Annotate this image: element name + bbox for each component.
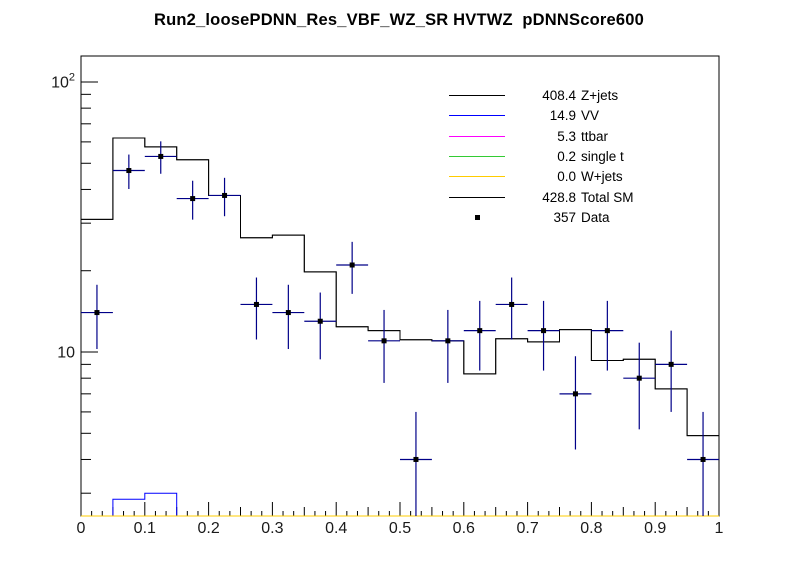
legend-line-icon xyxy=(449,176,506,178)
data-marker xyxy=(158,153,164,159)
x-tick-label: 1 xyxy=(715,520,724,537)
data-marker xyxy=(317,318,323,324)
legend-row: 408.4 Z+jets xyxy=(449,85,729,105)
data-point xyxy=(272,284,305,350)
legend-row: 0.0 W+jets xyxy=(449,167,729,187)
data-marker xyxy=(126,168,132,174)
data-marker xyxy=(572,391,578,397)
plot-title: Run2_loosePDNN_Res_VBF_WZ_SR HVTWZ pDNNS… xyxy=(153,11,645,29)
legend-line-icon xyxy=(449,115,506,117)
data-point xyxy=(400,411,432,516)
data-point xyxy=(208,177,241,217)
data-point xyxy=(495,277,528,340)
data-marker xyxy=(349,262,355,268)
legend-value: 357 xyxy=(553,210,576,226)
x-tick-label: 0.5 xyxy=(389,520,411,537)
x-tick-label: 0 xyxy=(77,520,86,537)
data-marker xyxy=(413,456,419,462)
data-marker xyxy=(285,310,291,316)
x-tick-label: 0.9 xyxy=(644,520,666,537)
legend-line-icon xyxy=(449,94,506,96)
x-tick-label: 0.2 xyxy=(197,520,219,537)
x-tick-label: 0.1 xyxy=(134,520,156,537)
data-point xyxy=(240,277,273,340)
data-marker xyxy=(445,338,451,344)
y-axis: 10 102 xyxy=(51,71,98,494)
legend-line-icon xyxy=(449,135,506,137)
x-tick-label: 0.7 xyxy=(516,520,538,537)
x-tick-label: 0.8 xyxy=(580,520,602,537)
data-marker xyxy=(381,338,387,344)
data-point xyxy=(176,180,209,220)
legend-value: 14.9 xyxy=(549,108,576,124)
data-point xyxy=(559,356,592,450)
legend-line-icon xyxy=(449,196,506,198)
legend-value: 5.3 xyxy=(557,128,576,144)
legend-label: Data xyxy=(581,210,610,226)
data-marker xyxy=(222,192,228,198)
x-tick-label: 0.3 xyxy=(261,520,283,537)
x-tick-label: 0.6 xyxy=(453,520,475,537)
x-tick-label: 0.4 xyxy=(325,520,347,537)
data-marker xyxy=(190,196,196,202)
data-marker xyxy=(668,361,674,367)
data-point xyxy=(431,309,464,383)
legend-label: VV xyxy=(581,108,600,124)
data-point xyxy=(655,330,688,412)
data-point xyxy=(591,300,624,371)
legend-row: 14.9 VV xyxy=(449,105,729,125)
data-marker xyxy=(636,375,642,381)
data-point xyxy=(368,309,400,383)
legend-value: 408.4 xyxy=(542,87,576,103)
legend-row: 357 Data xyxy=(449,208,729,228)
legend-value: 0.0 xyxy=(557,169,576,185)
legend-row: 0.2 single t xyxy=(449,146,729,166)
data-marker xyxy=(541,328,547,334)
legend-label: Total SM xyxy=(581,189,634,205)
y-tick-label: 102 xyxy=(51,71,75,91)
data-point xyxy=(81,284,113,350)
data-point xyxy=(304,292,337,360)
data-point xyxy=(623,342,656,430)
legend-row: 428.8 Total SM xyxy=(449,187,729,207)
data-marker xyxy=(94,310,100,316)
legend-value: 0.2 xyxy=(557,149,576,165)
legend-marker-icon xyxy=(449,215,506,221)
data-point xyxy=(336,241,369,294)
data-marker xyxy=(253,301,259,307)
legend-label: single t xyxy=(581,149,624,165)
legend: 408.4 Z+jets 14.9 VV 5.3 ttbar 0.2 single t 0.0 W… xyxy=(449,85,729,228)
x-axis: 0 0.1 0.2 0.3 0.4 0.5 0.6 0.7 0.8 0.9 1 xyxy=(77,502,724,537)
y-tick-label: 10 xyxy=(57,345,75,362)
data-marker xyxy=(604,328,610,334)
data-points xyxy=(81,141,719,516)
legend-line-icon xyxy=(449,156,506,158)
legend-label: W+jets xyxy=(581,169,623,185)
legend-label: ttbar xyxy=(581,128,609,144)
data-marker xyxy=(477,328,483,334)
legend-label: Z+jets xyxy=(581,87,619,103)
data-point xyxy=(463,300,496,371)
legend-row: 5.3 ttbar xyxy=(449,126,729,146)
data-point xyxy=(687,411,719,516)
data-point xyxy=(112,154,145,190)
data-marker xyxy=(509,301,515,307)
data-point xyxy=(144,141,177,174)
data-marker xyxy=(700,456,706,462)
data-point xyxy=(527,300,560,371)
legend-value: 428.8 xyxy=(542,189,576,205)
